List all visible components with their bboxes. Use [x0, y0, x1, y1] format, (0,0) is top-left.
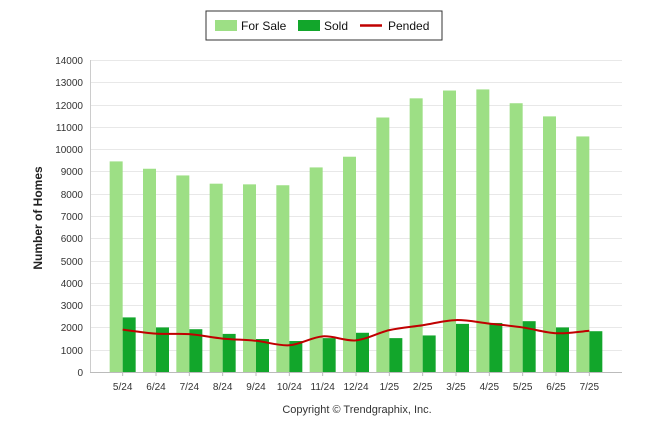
bar-sold [256, 339, 269, 372]
y-tick-label: 14000 [55, 56, 83, 67]
bar-for-sale [476, 89, 490, 372]
legend-swatch-sold [298, 20, 320, 31]
bar-for-sale [543, 116, 556, 372]
bar-sold [422, 335, 436, 372]
bar-for-sale [443, 90, 456, 372]
legend: For Sale Sold Pended [205, 10, 443, 41]
bar-sold [389, 338, 403, 372]
bar-sold [222, 333, 236, 372]
x-tick-label: 3/25 [446, 382, 466, 393]
bar-for-sale [576, 136, 590, 372]
y-tick-label: 2000 [61, 323, 84, 334]
x-axis-ticks: 5/24 6/24 7/24 8/24 9/24 10/24 11/24 12/24 1/25 2… [113, 372, 600, 393]
bar-sold [189, 329, 203, 372]
x-tick-label: 7/25 [580, 382, 600, 393]
x-tick-label: 10/24 [277, 382, 302, 393]
bar-sold [322, 338, 336, 372]
x-tick-label: 8/24 [213, 382, 233, 393]
bar-for-sale [409, 98, 423, 373]
y-tick-label: 10000 [55, 145, 83, 156]
bar-for-sale [243, 184, 256, 372]
bar-for-sale [509, 103, 523, 372]
x-tick-label: 9/24 [246, 382, 266, 393]
y-tick-label: 4000 [61, 279, 84, 290]
legend-label-sold: Sold [324, 19, 348, 33]
legend-box [205, 10, 443, 41]
bar-for-sale [309, 167, 323, 372]
y-tick-label: 12000 [55, 101, 83, 112]
x-tick-label: 11/24 [311, 382, 336, 393]
bar-sold [356, 332, 369, 372]
x-tick-label: 2/25 [413, 382, 433, 393]
pended-line-layer [122, 319, 590, 347]
bar-for-sale [176, 175, 190, 372]
bar-sold [556, 327, 569, 372]
x-tick-label: 6/25 [546, 382, 566, 393]
legend-label-pended: Pended [388, 19, 429, 33]
x-tick-label: 12/24 [343, 382, 368, 393]
x-tick-label: 5/25 [513, 382, 533, 393]
bar-sold [456, 323, 469, 372]
bar-sold [522, 321, 536, 372]
x-tick-label: 7/24 [180, 382, 200, 393]
y-tick-label: 6000 [61, 234, 84, 245]
x-tick-label: 4/25 [480, 382, 500, 393]
bar-for-sale [143, 168, 156, 372]
bars-layer [109, 89, 603, 373]
y-tick-label: 13000 [55, 78, 83, 89]
line-pended [122, 319, 590, 347]
x-tick-label: 6/24 [146, 382, 166, 393]
bar-for-sale [376, 117, 390, 372]
y-axis-label: Number of Homes [31, 166, 45, 270]
legend-label-for-sale: For Sale [241, 19, 287, 33]
y-tick-label: 7000 [61, 212, 84, 223]
bar-for-sale [209, 183, 223, 372]
y-tick-label: 3000 [61, 301, 84, 312]
y-tick-label: 11000 [56, 123, 84, 134]
y-tick-label: 0 [77, 368, 83, 379]
y-tick-label: 5000 [61, 257, 84, 268]
bar-for-sale [276, 185, 290, 372]
bar-sold [289, 341, 303, 372]
y-axis-ticks: 0 1000 2000 3000 4000 5000 6000 7000 8000 9000 100… [55, 56, 83, 379]
bar-for-sale [109, 161, 123, 372]
x-tick-label: 1/25 [380, 382, 400, 393]
bar-sold [489, 322, 503, 372]
y-tick-label: 9000 [61, 167, 84, 178]
bar-sold [589, 331, 603, 372]
bar-sold [156, 327, 169, 372]
copyright-footer: Copyright © Trendgraphix, Inc. [282, 404, 431, 416]
x-tick-label: 5/24 [113, 382, 133, 393]
bar-for-sale [343, 156, 356, 372]
bar-sold [122, 317, 136, 372]
y-tick-label: 1000 [61, 346, 84, 357]
legend-swatch-for-sale [215, 20, 237, 31]
y-tick-label: 8000 [61, 190, 84, 201]
